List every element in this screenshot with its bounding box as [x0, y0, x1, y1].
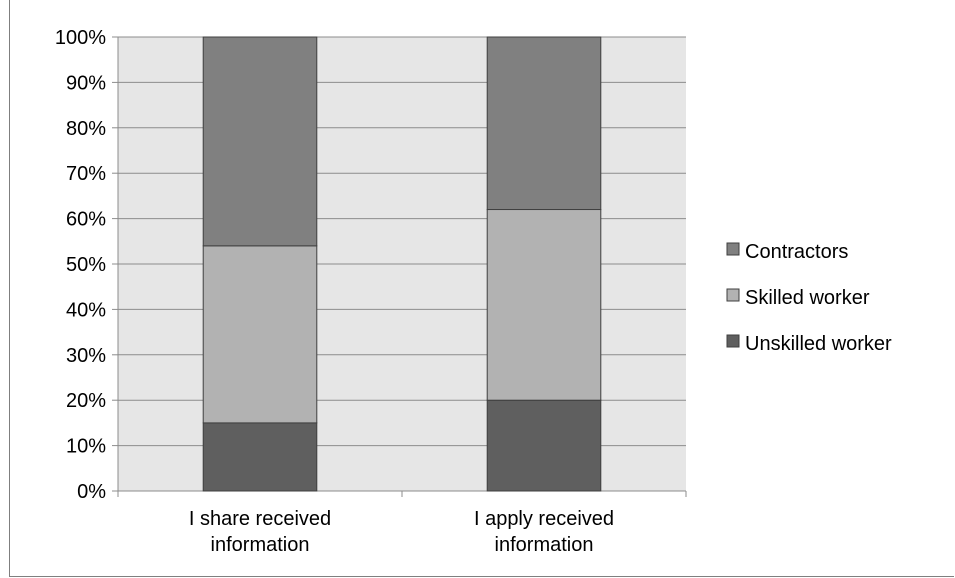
x-tick-label: information [495, 534, 594, 556]
y-tick-label: 30% [66, 345, 106, 367]
y-tick-label: 0% [77, 481, 106, 503]
y-tick-label: 50% [66, 254, 106, 276]
bar-segment [486, 36, 602, 211]
legend-swatch [726, 242, 740, 256]
y-tick-label: 60% [66, 209, 106, 231]
bar-segment [202, 36, 318, 247]
x-tick-label: I apply received [474, 508, 614, 530]
bar-segment [486, 399, 602, 492]
bar-segment [202, 245, 318, 424]
x-tick-label: I share received [189, 508, 331, 530]
legend-label: Unskilled worker [745, 333, 892, 355]
y-tick-label: 40% [66, 299, 106, 321]
y-tick-label: 20% [66, 390, 106, 412]
legend-label: Contractors [745, 241, 848, 263]
legend-label: Skilled worker [745, 287, 870, 309]
y-tick-label: 100% [55, 27, 106, 49]
bar-segment [202, 422, 318, 492]
bar-segment [486, 209, 602, 401]
y-tick-label: 80% [66, 118, 106, 140]
y-tick-label: 70% [66, 163, 106, 185]
legend-swatch [726, 288, 740, 302]
y-tick-label: 10% [66, 436, 106, 458]
y-tick-label: 90% [66, 72, 106, 94]
legend-swatch [726, 334, 740, 348]
x-tick-label: information [211, 534, 310, 556]
chart-frame [9, 0, 954, 577]
